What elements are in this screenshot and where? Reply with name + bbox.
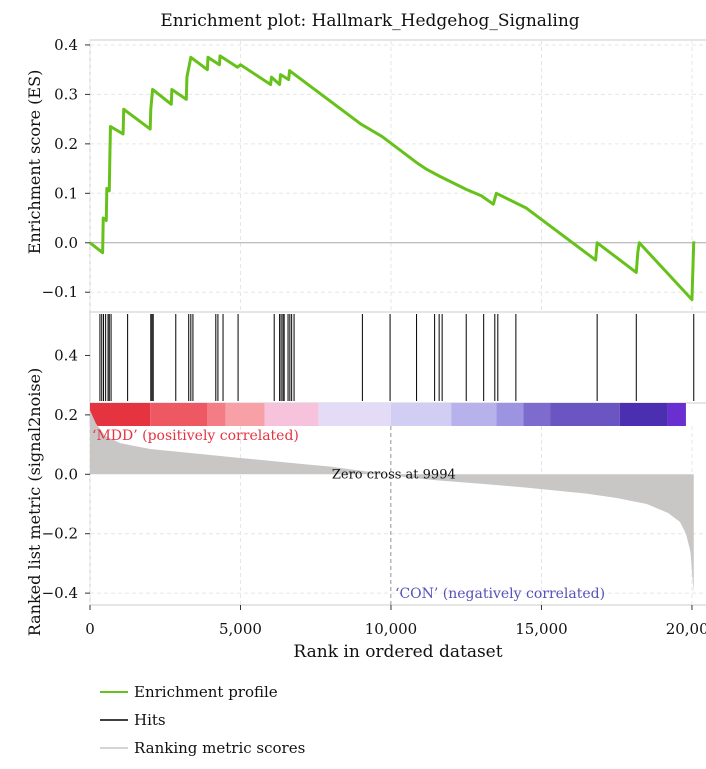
color-band-segment: [550, 403, 620, 426]
color-band-segment: [496, 403, 524, 426]
es-y-tick-label: 0.2: [54, 135, 78, 153]
color-band-segment: [207, 403, 226, 426]
metric-y-tick-label: 0.0: [54, 465, 78, 483]
color-band-segment: [667, 403, 686, 426]
hits-group: [99, 314, 695, 401]
legend-label-ranking-metric-scores: Ranking metric scores: [134, 739, 305, 757]
metric-y-tick-label: 0.4: [54, 346, 78, 364]
x-tick-label: 0: [85, 620, 95, 638]
color-band-segment: [318, 403, 391, 426]
positive-corr-label: ‘MDD’ (positively correlated): [92, 428, 299, 444]
metric-y-axis: −0.4 −0.2 0.0 0.2 0.4: [42, 346, 90, 602]
es-y-tick-label: −0.1: [42, 283, 78, 301]
color-band-segment: [390, 403, 452, 426]
chart-title: Enrichment plot: Hallmark_Hedgehog_Signa…: [160, 11, 579, 31]
metric-y-tick-label: −0.2: [42, 525, 78, 543]
es-line-group: [89, 54, 696, 302]
es-y-axis-label: Enrichment score (ES): [25, 70, 44, 255]
es-grid: [89, 40, 706, 312]
color-band-segment: [150, 403, 208, 426]
es-panel-frame: [89, 39, 706, 313]
color-band-segment: [451, 403, 497, 426]
x-tick-label: 5,000: [219, 620, 262, 638]
hits-panel-frame: [89, 311, 706, 404]
x-axis: 0 5,000 10,000 15,000 20,000: [85, 605, 706, 638]
enrichment-profile-line: [89, 54, 696, 302]
es-y-tick-label: 0.3: [54, 85, 78, 103]
x-tick-label: 10,000: [365, 620, 418, 638]
color-band-segment: [523, 403, 551, 426]
metric-y-tick-label: 0.2: [54, 406, 78, 424]
x-tick-label: 20,000: [666, 620, 706, 638]
x-axis-label: Rank in ordered dataset: [293, 642, 502, 662]
es-y-tick-label: 0.0: [54, 234, 78, 252]
color-band-segment: [225, 403, 265, 426]
negative-corr-label: ‘CON’ (negatively correlated): [395, 586, 605, 602]
color-band-segment: [90, 403, 151, 426]
zero-cross-label: Zero cross at 9994: [332, 467, 456, 482]
es-y-axis: −0.1 0.0 0.1 0.2 0.3 0.4: [42, 36, 90, 301]
es-y-tick-label: 0.4: [54, 36, 78, 54]
legend: Enrichment profile Hits Ranking metric s…: [100, 683, 305, 757]
metric-y-tick-label: −0.4: [42, 584, 78, 602]
color-band-segment: [619, 403, 668, 426]
es-y-tick-label: 0.1: [54, 184, 78, 202]
legend-label-hits: Hits: [134, 711, 166, 729]
metric-grid: [89, 426, 706, 605]
color-band: [90, 403, 686, 426]
color-band-segment: [264, 403, 319, 426]
x-tick-label: 15,000: [515, 620, 568, 638]
metric-y-axis-label: Ranked list metric (signal2noise): [25, 368, 44, 637]
legend-label-enrichment-profile: Enrichment profile: [134, 683, 278, 701]
